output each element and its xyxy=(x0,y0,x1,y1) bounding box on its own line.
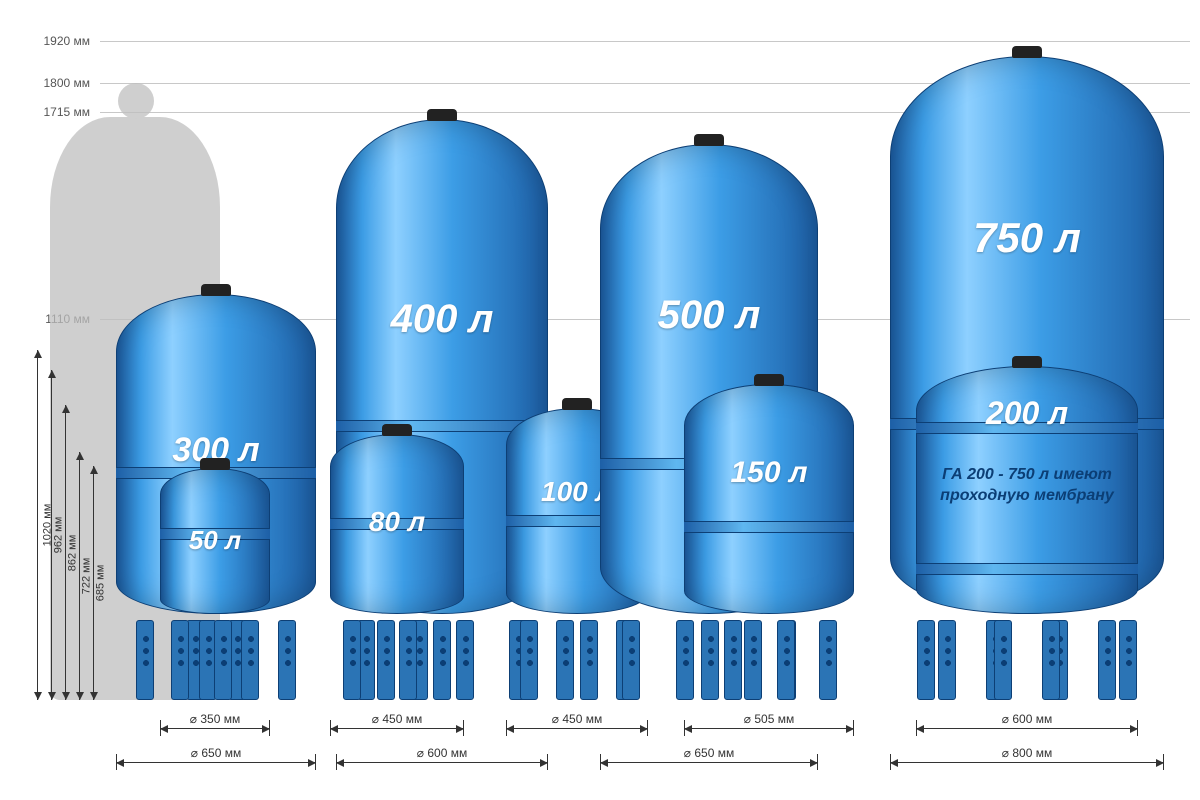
tank-cap xyxy=(427,109,457,121)
tank-legs xyxy=(160,614,270,700)
dim-label: ⌀ 450 мм xyxy=(368,712,426,726)
tank-cap xyxy=(754,374,784,386)
diameter-dimension: ⌀ 600 мм xyxy=(336,752,548,774)
dim-label: ⌀ 350 мм xyxy=(186,712,244,726)
height-dimension: 722 мм xyxy=(72,452,86,700)
diameter-dimension: ⌀ 450 мм xyxy=(506,718,648,740)
tank-volume-label: 150 л xyxy=(684,456,854,490)
tank-volume-label: 50 л xyxy=(160,525,270,556)
tank-legs xyxy=(916,614,1138,700)
dim-label: ⌀ 505 мм xyxy=(740,712,798,726)
height-gridline-label: 1715 мм xyxy=(20,105,90,119)
dim-label: ⌀ 650 мм xyxy=(680,746,738,760)
dim-label: ⌀ 450 мм xyxy=(548,712,606,726)
tank-t150: 150 л xyxy=(684,384,854,614)
dim-label: ⌀ 600 мм xyxy=(413,746,471,760)
tank-legs xyxy=(684,614,854,700)
tank-volume-label: 750 л xyxy=(890,214,1164,262)
diameter-dimension: ⌀ 650 мм xyxy=(116,752,316,774)
tank-body xyxy=(684,384,854,614)
height-dimension: 862 мм xyxy=(58,405,72,700)
diameter-dimension: ⌀ 450 мм xyxy=(330,718,464,740)
vdim-label: 685 мм xyxy=(94,565,106,602)
diameter-dimension: ⌀ 800 мм xyxy=(890,752,1164,774)
tank-band xyxy=(916,563,1138,575)
tank-note: ГА 200 - 750 л имеют проходную мембрану xyxy=(916,465,1138,507)
dim-label: ⌀ 800 мм xyxy=(998,746,1056,760)
diameter-dimension: ⌀ 505 мм xyxy=(684,718,854,740)
tank-cap xyxy=(562,398,592,410)
tank-cap xyxy=(201,284,231,296)
height-dimension: 1020 мм xyxy=(30,350,44,700)
height-gridline-label: 1920 мм xyxy=(20,34,90,48)
tank-cap xyxy=(1012,356,1042,368)
dim-label: ⌀ 650 мм xyxy=(187,746,245,760)
tank-cap xyxy=(200,458,230,470)
tank-cap xyxy=(382,424,412,436)
tank-t50: 50 л xyxy=(160,468,270,614)
tank-volume-label: 500 л xyxy=(600,293,818,338)
height-gridline-label: 1800 мм xyxy=(20,76,90,90)
diameter-dimension: ⌀ 650 мм xyxy=(600,752,818,774)
dim-label: ⌀ 600 мм xyxy=(998,712,1056,726)
tank-t200: 200 л ГА 200 - 750 л имеют проходную мемб… xyxy=(916,366,1138,614)
diameter-dimension: ⌀ 350 мм xyxy=(160,718,270,740)
tank-cap xyxy=(694,134,724,146)
tank-volume-label: 200 л xyxy=(916,395,1138,432)
height-dimension: 685 мм xyxy=(86,466,100,700)
height-dimension: 962 мм xyxy=(44,370,58,700)
tank-t80: 80 л xyxy=(330,434,464,614)
diameter-dimension: ⌀ 600 мм xyxy=(916,718,1138,740)
tank-legs xyxy=(330,614,464,700)
tank-band xyxy=(684,521,854,533)
diagram-stage: 1920 мм1800 мм1715 мм1110 мм300 л50 л400… xyxy=(0,0,1200,800)
height-gridline xyxy=(100,41,1190,42)
tank-cap xyxy=(1012,46,1042,58)
tank-volume-label: 400 л xyxy=(336,297,548,342)
tank-volume-label: 80 л xyxy=(330,506,464,538)
